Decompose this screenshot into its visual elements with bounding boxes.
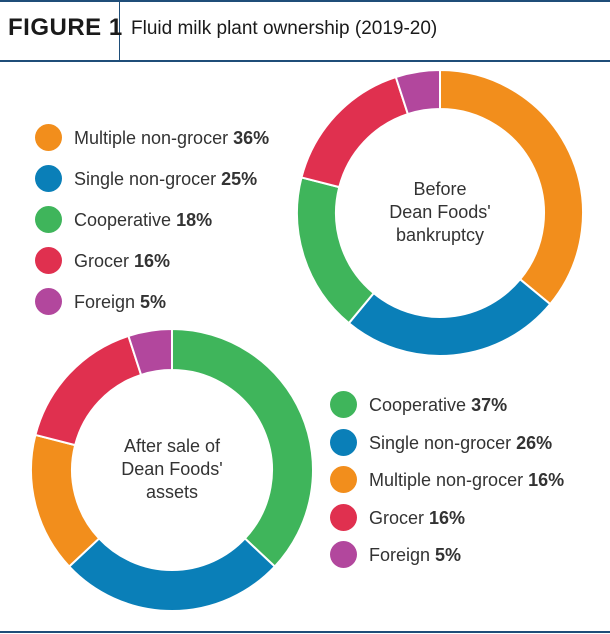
legend-category: Single non-grocer xyxy=(74,169,222,189)
legend-swatch xyxy=(35,288,62,315)
top-rule xyxy=(0,0,610,2)
center-label-line: Dean Foods' xyxy=(389,202,491,222)
legend-category: Single non-grocer xyxy=(369,432,517,453)
donut-before-slice-foreign xyxy=(394,68,441,116)
donut-charts xyxy=(30,68,584,612)
legend-value: 18% xyxy=(176,210,213,230)
legend-swatch xyxy=(330,391,357,418)
legend-swatch xyxy=(35,165,62,192)
bottom-rule xyxy=(0,631,610,633)
center-label-line: Dean Foods' xyxy=(121,459,223,479)
donut-after-slice-single-non-grocer xyxy=(67,537,277,612)
legend-label: Multiple non-grocer 36% xyxy=(74,128,269,149)
figure-title: Fluid milk plant ownership (2019-20) xyxy=(131,18,438,39)
legend-category: Cooperative xyxy=(74,210,177,230)
legend-category: Multiple non-grocer xyxy=(369,470,529,490)
legend-label: Foreign 5% xyxy=(369,545,461,566)
legend-category: Cooperative xyxy=(369,395,472,415)
donut-before-slice-single-non-grocer xyxy=(347,277,552,357)
legend-swatch xyxy=(330,428,357,456)
legend-label: Cooperative 18% xyxy=(74,210,212,231)
legend-value: 37% xyxy=(471,395,508,415)
legend-label: Foreign 5% xyxy=(74,292,166,313)
legend-swatch xyxy=(35,247,62,274)
legend-label: Multiple non-grocer 16% xyxy=(369,470,564,491)
legend-value: 25% xyxy=(221,169,258,189)
donut-before-slice-multiple-non-grocer xyxy=(439,68,584,306)
legend-value: 5% xyxy=(140,292,167,312)
legend-label: Single non-grocer 25% xyxy=(74,169,257,190)
legend-swatch xyxy=(330,503,357,531)
legend-label: Single non-grocer 26% xyxy=(369,433,552,454)
legend-swatch xyxy=(35,206,62,233)
donut-before-center-label: Before Dean Foods' bankruptcy xyxy=(360,178,520,247)
donut-after-slice-grocer xyxy=(34,334,143,447)
header-divider xyxy=(119,2,120,60)
center-label-line: bankruptcy xyxy=(395,225,485,245)
legend-swatch xyxy=(330,466,357,493)
legend-category: Foreign xyxy=(74,292,141,312)
legend-label: Grocer 16% xyxy=(369,508,465,529)
legend-category: Grocer xyxy=(369,507,430,528)
legend-value: 16% xyxy=(429,507,466,528)
legend-value: 16% xyxy=(134,251,171,271)
legend-value: 5% xyxy=(435,545,462,565)
donut-before-slice-grocer xyxy=(300,75,410,189)
legend-label: Cooperative 37% xyxy=(369,395,507,416)
legend-swatch xyxy=(330,541,357,568)
center-label-line: Before xyxy=(413,179,467,199)
center-label-line: assets xyxy=(145,482,199,502)
legend-value: 26% xyxy=(516,432,553,453)
legend-value: 36% xyxy=(233,128,270,148)
legend-category: Grocer xyxy=(74,251,135,271)
donut-after-slice-cooperative xyxy=(171,327,314,568)
figure-label: FIGURE 1 xyxy=(8,14,123,41)
legend-swatch xyxy=(35,124,62,151)
donut-after-slice-multiple-non-grocer xyxy=(30,433,101,568)
donut-after-slice-foreign xyxy=(127,327,173,377)
donut-after-center-label: After sale of Dean Foods' assets xyxy=(92,435,252,504)
legend-category: Foreign xyxy=(369,545,436,565)
legend-label: Grocer 16% xyxy=(74,251,170,272)
legend-category: Multiple non-grocer xyxy=(74,128,234,148)
center-label-line: After sale of xyxy=(123,436,221,456)
header-rule xyxy=(0,60,610,62)
legend-value: 16% xyxy=(528,470,565,490)
